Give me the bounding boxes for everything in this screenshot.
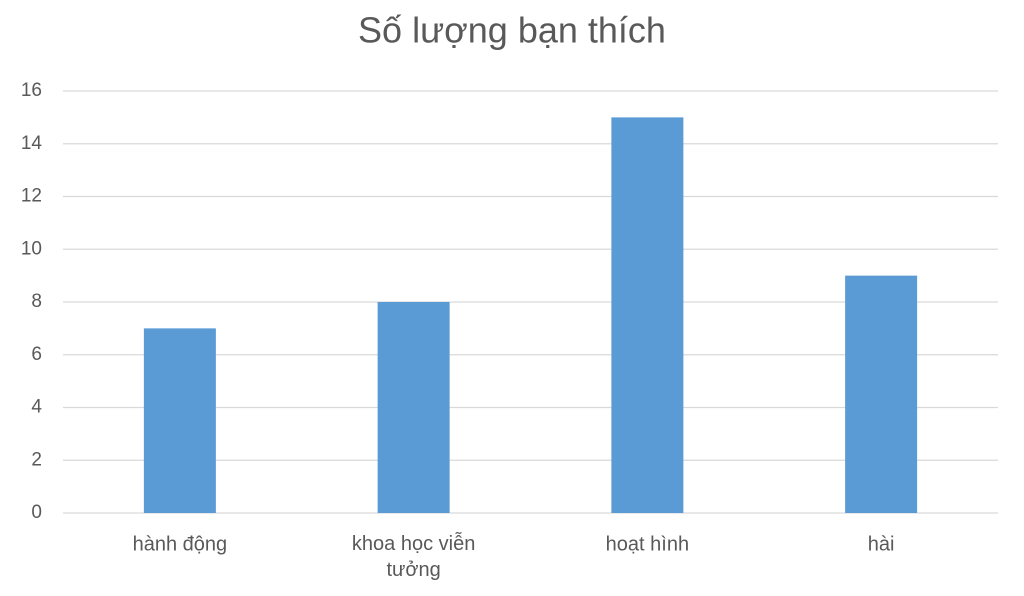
- bar: [377, 302, 450, 513]
- x-tick-label: khoa học viễn tưởng: [352, 532, 475, 581]
- y-tick-label: 12: [21, 186, 42, 207]
- y-tick-label: 8: [31, 291, 42, 312]
- bar: [611, 117, 684, 513]
- y-tick-label: 16: [21, 80, 42, 101]
- y-tick-label: 10: [21, 238, 42, 259]
- chart-title: Số lượng bạn thích: [358, 10, 666, 51]
- y-tick-label: 2: [31, 449, 42, 470]
- x-tick-label: hài: [868, 533, 895, 555]
- bar: [143, 328, 216, 513]
- x-tick-label: hành động: [133, 533, 228, 555]
- y-tick-label: 6: [31, 344, 42, 365]
- y-tick-label: 0: [31, 502, 42, 523]
- x-tick-label: hoạt hình: [606, 533, 689, 555]
- bar: [845, 275, 918, 513]
- y-tick-label: 14: [21, 133, 43, 154]
- y-tick-label: 4: [31, 397, 42, 418]
